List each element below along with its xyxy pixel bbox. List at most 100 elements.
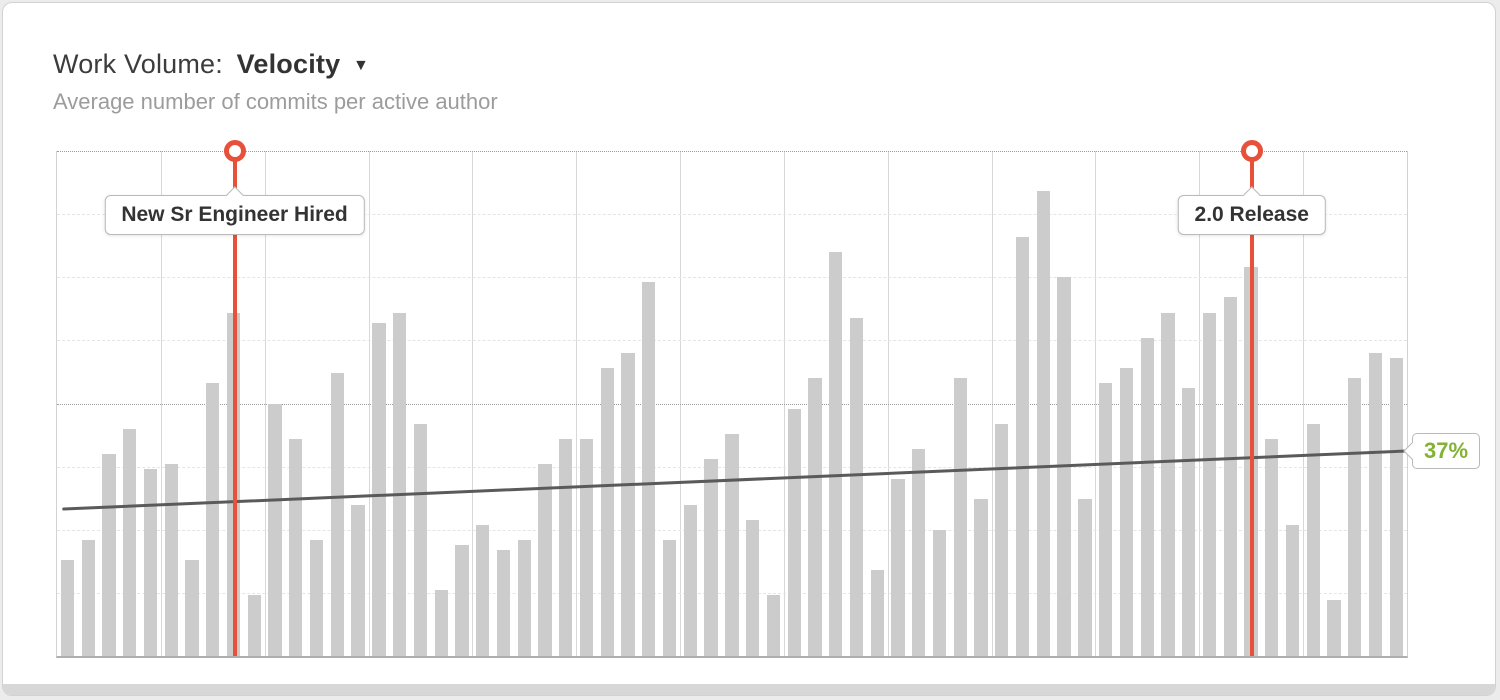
bar-slot	[431, 151, 452, 656]
bar-slot	[908, 151, 929, 656]
bar-slot	[867, 151, 888, 656]
bar-slot	[1116, 151, 1137, 656]
bar	[1368, 353, 1383, 656]
bar-slot	[555, 151, 576, 656]
bar-slot	[493, 151, 514, 656]
bar	[1223, 297, 1237, 656]
bar	[1161, 312, 1175, 656]
bar	[932, 529, 947, 656]
bar	[746, 519, 760, 656]
metric-label: Velocity	[236, 49, 341, 79]
bar-slot	[140, 151, 161, 656]
bar	[725, 433, 739, 656]
annotation-marker-icon[interactable]	[223, 140, 246, 162]
trend-badge-label: 37%	[1424, 437, 1469, 463]
bar-slot	[638, 151, 659, 656]
annotation-line	[1249, 151, 1254, 656]
bar-slot	[1303, 151, 1324, 656]
bar-slot	[348, 151, 369, 656]
bar	[1036, 191, 1050, 656]
chart-title-prefix: Work Volume:	[53, 49, 223, 79]
annotation-line	[232, 151, 237, 656]
annotation-label-text: New Sr Engineer Hired	[121, 203, 348, 226]
metric-dropdown[interactable]: Velocity ▼	[237, 49, 369, 79]
bar	[683, 504, 697, 656]
bar	[1182, 388, 1196, 656]
bar-slot	[161, 151, 182, 656]
bar-slot	[825, 151, 846, 656]
annotation-label-text: 2.0 Release	[1194, 203, 1309, 226]
bar-slot	[576, 151, 597, 656]
bar-slot	[389, 151, 410, 656]
bar-slot	[265, 151, 286, 656]
annotation-label[interactable]: New Sr Engineer Hired	[104, 186, 365, 235]
bar-slot	[1220, 151, 1241, 656]
bar-slot	[78, 151, 99, 656]
bar-slot	[514, 151, 535, 656]
bar-slot	[1095, 151, 1116, 656]
trend-badge: 37%	[1403, 432, 1481, 469]
bar	[206, 383, 220, 656]
bar-slot	[57, 151, 78, 656]
bar	[662, 539, 677, 656]
bar	[1015, 236, 1030, 656]
bar-slot	[472, 151, 493, 656]
bar	[1078, 499, 1092, 656]
horizontal-gridline	[57, 151, 1407, 152]
annotation-label[interactable]: 2.0 Release	[1177, 186, 1326, 235]
bar	[1099, 383, 1113, 656]
bar-slot	[618, 151, 639, 656]
bar-slot	[1012, 151, 1033, 656]
bar	[496, 549, 511, 656]
bar	[953, 378, 967, 656]
bar	[517, 539, 531, 656]
horizontal-gridline	[57, 214, 1407, 216]
bar-slot	[846, 151, 867, 656]
bar	[1327, 600, 1341, 656]
bar-slot	[99, 151, 120, 656]
bar-slot	[1386, 151, 1407, 656]
bar-slot	[1033, 151, 1054, 656]
bar	[372, 322, 386, 656]
bar-slot	[929, 151, 950, 656]
bar-slot	[244, 151, 265, 656]
bar	[621, 353, 635, 656]
bar-slot	[701, 151, 722, 656]
bar	[60, 560, 75, 656]
bar	[164, 464, 178, 656]
bar	[787, 408, 801, 656]
bar-slot	[722, 151, 743, 656]
bar	[1306, 423, 1320, 656]
bar-slot	[1158, 151, 1179, 656]
bar-slot	[991, 151, 1012, 656]
bar-slot	[182, 151, 203, 656]
bar	[392, 312, 407, 656]
chevron-down-icon: ▼	[353, 57, 370, 74]
bar-slot	[119, 151, 140, 656]
bar	[1265, 438, 1279, 656]
bar-slot	[306, 151, 327, 656]
bar	[247, 595, 261, 656]
bar	[891, 479, 905, 656]
bar	[995, 423, 1009, 656]
bar	[600, 368, 614, 656]
bar	[123, 428, 137, 656]
card-footer-strip	[3, 684, 1495, 695]
bar	[434, 590, 448, 656]
bar-slot	[202, 151, 223, 656]
bar-slot	[285, 151, 306, 656]
bar-slot	[1344, 151, 1365, 656]
bar	[185, 560, 199, 656]
annotation-marker-icon[interactable]	[1240, 140, 1263, 162]
bar	[579, 438, 594, 656]
bar-slot	[805, 151, 826, 656]
bar	[289, 438, 303, 656]
chart-header: Work Volume: Velocity ▼ Average number o…	[53, 49, 498, 115]
bar-slot	[327, 151, 348, 656]
chart-bars	[57, 151, 1407, 656]
bar-slot	[368, 151, 389, 656]
bar	[1119, 368, 1134, 656]
bar	[330, 373, 344, 656]
bar	[455, 544, 469, 656]
bar	[476, 524, 490, 656]
